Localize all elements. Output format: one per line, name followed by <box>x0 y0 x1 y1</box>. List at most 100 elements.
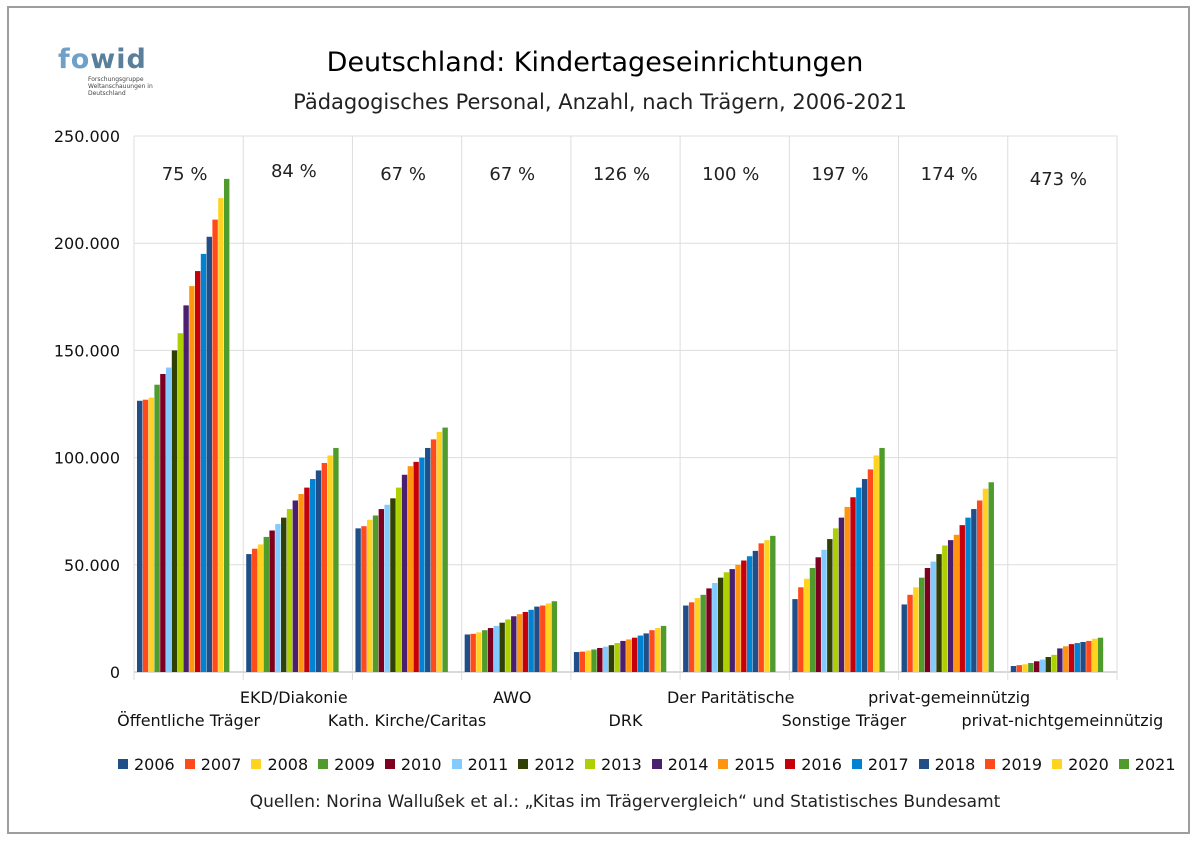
bar-8-2014 <box>947 540 954 672</box>
bar-8-2008 <box>913 587 919 672</box>
legend-label: 2021 <box>1134 754 1176 774</box>
bar-7-2014 <box>838 517 845 672</box>
bar-9-2021 <box>1097 637 1104 672</box>
bar-6-2010 <box>706 588 712 672</box>
bar-6-2012 <box>717 577 724 672</box>
legend-swatch <box>518 759 529 769</box>
bar-9-2011 <box>1039 659 1046 672</box>
bar-4-2017 <box>528 609 534 672</box>
bar-6-2013 <box>723 572 730 672</box>
growth-label: 100 % <box>702 164 759 185</box>
bar-9-2015 <box>1062 646 1069 672</box>
bar-5-2021 <box>660 625 667 672</box>
legend-swatch <box>785 759 796 769</box>
bar-3-2017 <box>419 457 425 672</box>
legend-label: 2017 <box>867 754 909 774</box>
bar-1-2007 <box>142 399 149 672</box>
bar-8-2017 <box>965 517 971 672</box>
bar-6-2011 <box>712 583 718 672</box>
legend-label: 2008 <box>267 754 309 774</box>
bar-7-2020 <box>873 455 879 672</box>
legend-item-2019: 2019 <box>985 752 1042 776</box>
bar-1-2010 <box>160 373 166 672</box>
legend-swatch <box>1118 759 1129 769</box>
legend-item-2016: 2016 <box>785 752 842 776</box>
bar-3-2007 <box>361 526 367 672</box>
bar-9-2010 <box>1033 661 1040 672</box>
legend-label: 2016 <box>801 754 842 774</box>
bar-4-2014 <box>511 616 517 672</box>
legend-item-2021: 2021 <box>1118 752 1176 776</box>
bar-2-2017 <box>310 479 316 672</box>
legend-item-2007: 2007 <box>184 752 242 776</box>
bar-8-2010 <box>924 568 931 672</box>
bar-5-2010 <box>597 647 603 672</box>
category-label: Kath. Kirche/Caritas <box>328 711 486 730</box>
bar-4-2015 <box>516 614 523 672</box>
bar-9-2012 <box>1045 656 1051 672</box>
bar-7-2013 <box>832 528 839 672</box>
bar-9-2020 <box>1091 638 1098 672</box>
bar-5-2016 <box>631 637 638 672</box>
fowid-logo: fowid Forschungsgruppe Weltanschauungen … <box>58 46 153 97</box>
legend-label: 2007 <box>200 754 242 774</box>
bar-7-2010 <box>815 557 821 672</box>
bar-2-2013 <box>286 509 293 672</box>
bar-2-2021 <box>333 447 339 672</box>
chart-legend: 2006 2007 2008 2009 2010 2011 2012 2013 2014 2015… <box>118 752 1176 776</box>
bar-4-2013 <box>505 619 511 672</box>
bar-1-2021 <box>224 178 230 672</box>
bar-7-2021 <box>879 447 885 672</box>
category-label: privat-gemeinnützig <box>868 688 1030 707</box>
y-tick-label: 150.000 <box>54 341 120 360</box>
legend-label: 2009 <box>334 754 375 774</box>
bar-8-2013 <box>942 545 948 672</box>
bar-6-2009 <box>700 594 706 672</box>
legend-label: 2015 <box>734 754 776 774</box>
bar-3-2016 <box>413 461 419 672</box>
bar-9-2018 <box>1080 641 1086 672</box>
bar-4-2019 <box>540 605 546 672</box>
legend-item-2018: 2018 <box>918 752 975 776</box>
bar-2-2009 <box>263 536 270 672</box>
bar-9-2014 <box>1057 648 1063 672</box>
bar-5-2006 <box>573 652 580 672</box>
legend-label: 2011 <box>467 754 509 774</box>
legend-swatch <box>451 759 462 769</box>
growth-label: 75 % <box>162 164 208 185</box>
bar-3-2019 <box>430 439 437 672</box>
bar-9-2017 <box>1074 643 1080 672</box>
bar-4-2020 <box>545 603 552 672</box>
bar-1-2018 <box>206 236 212 672</box>
legend-swatch <box>118 759 128 769</box>
bar-1-2006 <box>137 400 143 672</box>
legend-item-2011: 2011 <box>451 752 509 776</box>
bar-3-2006 <box>355 528 361 672</box>
legend-label: 2010 <box>400 754 442 774</box>
bar-4-2021 <box>551 601 558 672</box>
legend-swatch <box>585 759 596 769</box>
bar-8-2016 <box>959 525 965 672</box>
bar-2-2007 <box>252 548 258 672</box>
growth-label: 84 % <box>271 161 317 182</box>
legend-item-2017: 2017 <box>851 752 909 776</box>
legend-swatch <box>184 759 195 769</box>
bar-2-2008 <box>257 544 264 672</box>
bar-5-2009 <box>591 649 597 672</box>
bar-4-2012 <box>499 622 505 672</box>
bar-6-2006 <box>683 605 689 672</box>
legend-item-2015: 2015 <box>718 752 775 776</box>
y-tick-label: 250.000 <box>54 127 120 146</box>
y-tick-label: 200.000 <box>54 234 120 253</box>
bar-9-2006 <box>1010 665 1017 672</box>
growth-label: 197 % <box>811 164 868 185</box>
bar-6-2017 <box>746 556 753 672</box>
bar-8-2019 <box>976 500 983 672</box>
bar-4-2018 <box>534 606 540 672</box>
bar-5-2020 <box>655 628 661 672</box>
legend-item-2013: 2013 <box>585 752 642 776</box>
bar-9-2013 <box>1051 654 1057 672</box>
bar-7-2012 <box>827 539 833 672</box>
category-label: Sonstige Träger <box>782 711 907 730</box>
